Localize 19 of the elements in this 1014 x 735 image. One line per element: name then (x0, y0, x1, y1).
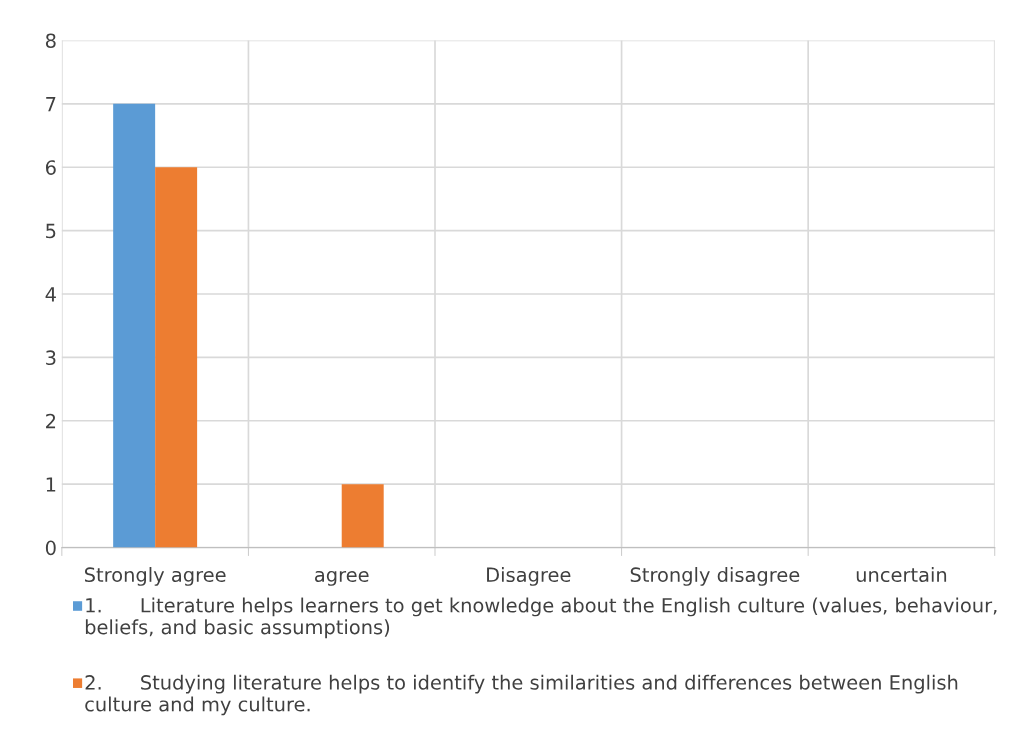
x-tick-label: Strongly disagree (630, 567, 800, 586)
y-tick-label: 6 (45, 160, 56, 175)
y-tick-label: 2 (46, 413, 56, 429)
y-tick-label: 3 (46, 350, 56, 366)
legend-label: 1. Literature helps learners to get knowledge about the English culture (values, behaviour, beliefs, and basic assumptions) (85, 597, 997, 639)
y-tick-label: 1 (46, 477, 56, 492)
y-tick-label: 0 (45, 540, 56, 556)
y-tick-label: 8 (45, 33, 56, 49)
bar (341, 484, 384, 548)
x-tick-label: Strongly agree (84, 567, 226, 586)
y-tick-label: 7 (46, 97, 56, 112)
bar (113, 103, 156, 548)
legend-label: 2. Studying literature helps to identify the similarities and differences between English culture and my culture. (85, 674, 958, 716)
y-tick-label: 5 (46, 223, 56, 239)
x-tick-label: agree (315, 570, 369, 586)
bar (155, 167, 198, 548)
x-tick-label: uncertain (856, 567, 947, 583)
y-tick-label: 4 (45, 287, 56, 302)
x-tick-label: Disagree (487, 567, 571, 586)
